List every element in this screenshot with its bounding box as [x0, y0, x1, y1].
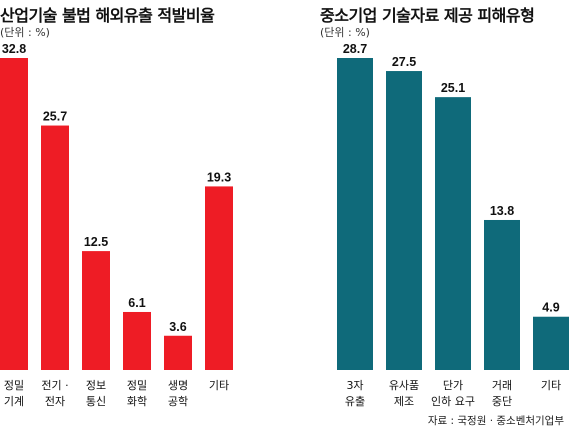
category-label: 기타: [209, 379, 229, 392]
bar: [386, 71, 422, 371]
category-label: 인하 요구: [431, 394, 475, 408]
value-label: 25.1: [441, 81, 465, 95]
bar: [533, 316, 569, 370]
value-label: 4.9: [542, 301, 559, 315]
bar: [41, 125, 69, 370]
bar: [0, 58, 28, 370]
left-chart-unit: (단위 : %): [0, 26, 50, 39]
bar: [435, 97, 471, 370]
source-note: 자료 : 국정원 · 중소벤처기업부: [427, 415, 564, 427]
category-label: 정밀: [127, 379, 147, 392]
category-label: 생명: [168, 379, 188, 392]
bar: [205, 186, 233, 370]
right-chart-title: 중소기업 기술자료 제공 피해유형: [320, 6, 535, 25]
category-label: 유출: [345, 395, 365, 408]
right-chart-unit: (단위 : %): [320, 26, 370, 39]
value-label: 3.6: [169, 320, 186, 334]
category-label: 단가: [443, 379, 463, 392]
category-label: 정밀: [4, 379, 24, 392]
left-chart-title: 산업기술 불법 해외유출 적발비율: [0, 6, 215, 25]
value-label: 6.1: [128, 296, 145, 310]
category-label: 기타: [541, 379, 561, 392]
value-label: 12.5: [84, 235, 108, 249]
value-label: 19.3: [207, 170, 231, 184]
value-label: 28.7: [343, 42, 367, 56]
category-label: 공학: [168, 395, 188, 408]
category-label: 3자: [346, 379, 363, 392]
bar: [484, 219, 520, 370]
category-label: 전자: [45, 395, 65, 408]
value-label: 25.7: [43, 110, 67, 124]
category-label: 기계: [4, 395, 24, 408]
category-label: 중단: [492, 395, 512, 408]
bar: [123, 311, 151, 370]
value-label: 32.8: [2, 42, 26, 56]
category-label: 전기 ·: [41, 379, 68, 392]
category-label: 제조: [394, 395, 414, 408]
value-label: 13.8: [490, 204, 514, 218]
bar: [82, 251, 110, 370]
value-label: 27.5: [392, 55, 416, 69]
category-label: 화학: [127, 395, 147, 408]
category-label: 유사품: [389, 379, 419, 392]
bar: [164, 335, 192, 370]
category-label: 정보: [86, 379, 106, 392]
bar: [337, 58, 373, 370]
category-label: 거래: [492, 379, 512, 392]
category-label: 통신: [86, 395, 106, 408]
